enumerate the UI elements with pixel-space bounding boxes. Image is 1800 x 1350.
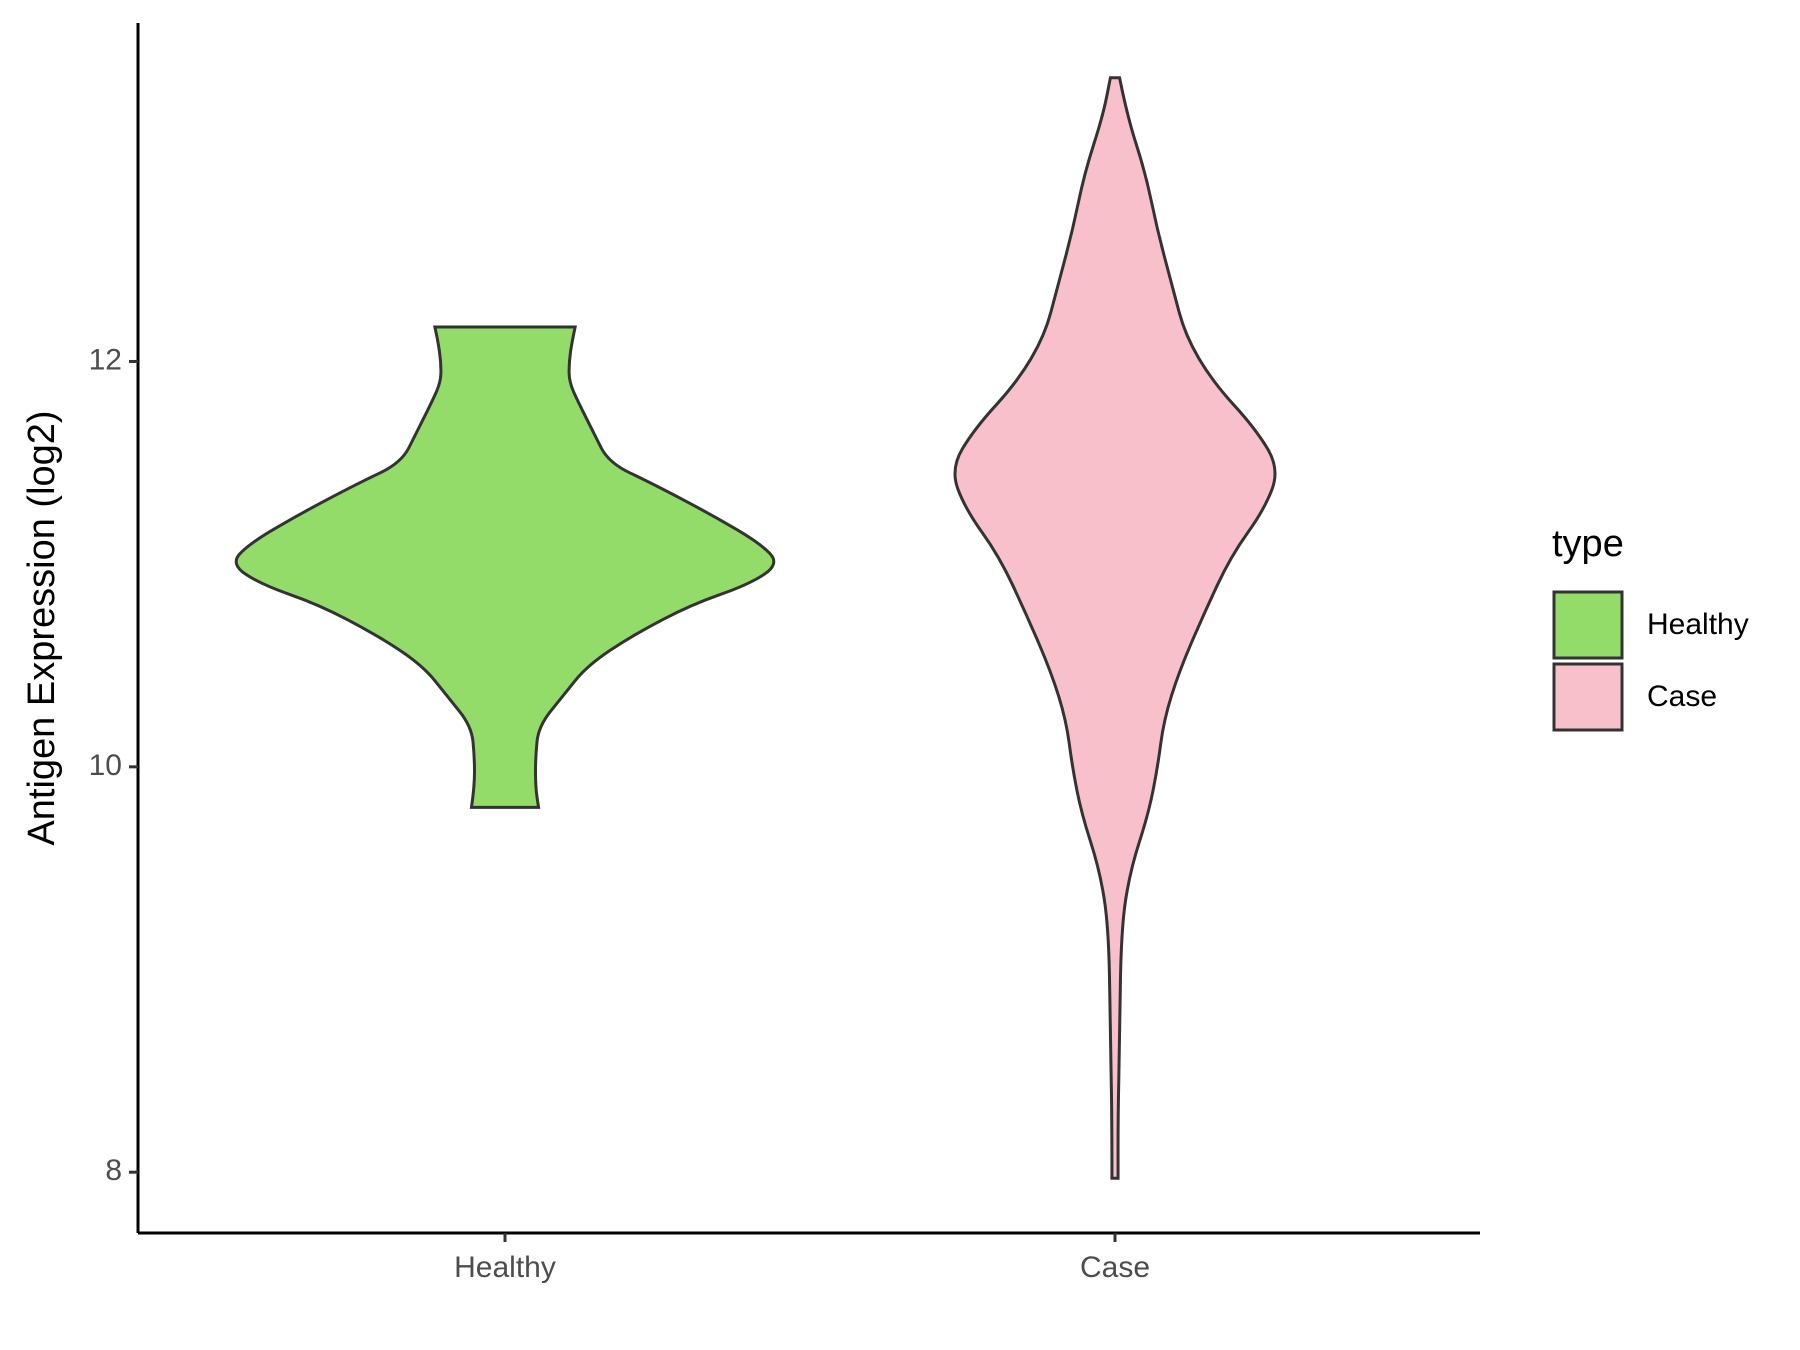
y-tick-label: 10: [89, 749, 122, 782]
y-tick-label: 12: [89, 343, 122, 376]
y-axis-title: Antigen Expression (log2): [21, 410, 63, 845]
violin: [953, 76, 1277, 1180]
violin: [234, 325, 776, 809]
legend-label: Healthy: [1647, 608, 1749, 641]
legend-key: [1552, 662, 1624, 732]
x-tick-label: Healthy: [454, 1251, 556, 1284]
x-tick-label: Case: [1080, 1251, 1150, 1284]
legend-label: Case: [1647, 680, 1717, 713]
legend-key: [1552, 590, 1624, 660]
legend-title: type: [1552, 523, 1624, 565]
y-tick-label: 8: [105, 1154, 122, 1187]
